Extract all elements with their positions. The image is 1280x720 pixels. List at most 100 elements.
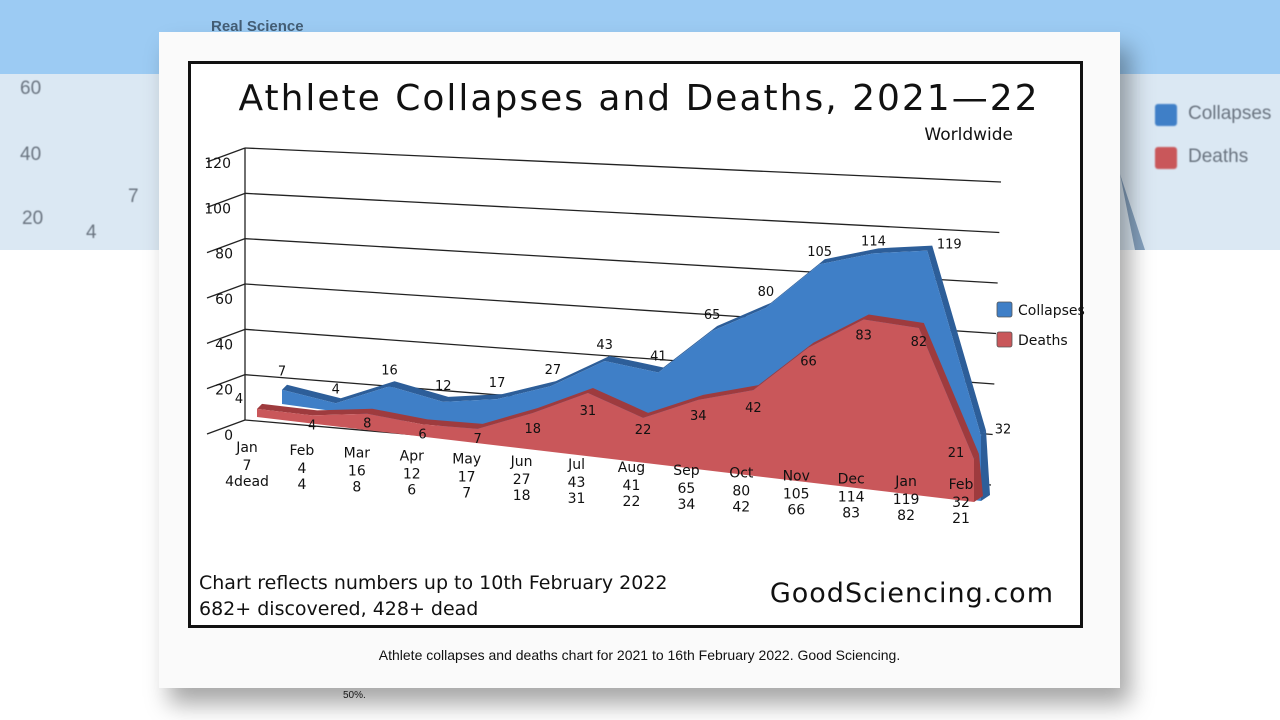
background-data-label: 4 <box>86 222 97 243</box>
table-value-collapses: 41 <box>623 478 641 494</box>
x-tick-label: Jul <box>567 457 585 473</box>
data-label-deaths: 4 <box>308 418 316 433</box>
table-value-collapses: 32 <box>952 495 970 511</box>
table-value-deaths: 8 <box>352 480 361 496</box>
table-value-deaths: 66 <box>787 502 805 518</box>
legend: Collapses Deaths <box>996 301 1085 349</box>
background-legend-swatch <box>1155 147 1177 169</box>
x-tick-label: Jan <box>894 474 917 490</box>
data-label-collapses: 4 <box>332 382 340 397</box>
x-tick-label: Dec <box>838 471 865 487</box>
table-value-collapses: 7 <box>243 458 252 474</box>
grid-line <box>244 147 1002 183</box>
brand-name: GoodSciencing.com <box>770 578 1054 609</box>
data-label-deaths: 6 <box>418 427 426 442</box>
data-label-collapses: 27 <box>545 363 562 378</box>
x-tick-label: Apr <box>400 449 424 465</box>
legend-label: Collapses <box>1018 303 1085 319</box>
background-y-tick: 40 <box>20 144 42 165</box>
table-value-collapses: 65 <box>677 481 695 497</box>
data-label-collapses: 43 <box>596 338 613 353</box>
table-value-collapses: 105 <box>783 486 810 502</box>
data-label-deaths: 8 <box>363 417 371 432</box>
data-label-deaths: 21 <box>948 446 965 461</box>
data-label-collapses: 41 <box>650 350 667 365</box>
data-label-deaths: 34 <box>690 409 707 424</box>
table-value-collapses: 12 <box>403 467 421 483</box>
table-value-deaths: 42 <box>732 500 750 516</box>
table-value-collapses: 114 <box>838 489 865 505</box>
data-label-collapses: 114 <box>861 234 886 249</box>
table-value-deaths: 4dead <box>225 474 269 490</box>
legend-label: Deaths <box>1018 333 1068 349</box>
table-value-deaths: 22 <box>623 494 641 510</box>
table-value-deaths: 18 <box>513 488 531 504</box>
grid-line <box>244 192 1000 234</box>
grid-line-side <box>206 192 246 208</box>
table-value-deaths: 6 <box>407 483 416 499</box>
y-tick-label: 40 <box>215 337 233 353</box>
series-depth-1 <box>257 314 979 460</box>
series-endcap-1 <box>974 454 983 502</box>
x-tick-label: Oct <box>729 466 754 482</box>
data-label-collapses: 80 <box>758 285 775 300</box>
y-tick-label: 120 <box>204 156 231 172</box>
data-label-deaths: 4 <box>235 392 243 407</box>
background-data-label: 7 <box>128 186 139 207</box>
x-tick-label: May <box>452 451 481 467</box>
x-tick-label: Feb <box>949 477 974 493</box>
grid-line-side <box>206 283 246 299</box>
table-value-deaths: 31 <box>568 491 586 507</box>
x-tick-label: Jan <box>235 440 258 456</box>
data-label-deaths: 22 <box>635 423 652 438</box>
data-label-collapses: 17 <box>489 376 506 391</box>
x-tick-label: Aug <box>618 460 645 476</box>
data-label-deaths: 82 <box>911 335 928 350</box>
data-label-deaths: 18 <box>524 422 541 437</box>
y-tick-label: 60 <box>215 292 233 308</box>
table-value-deaths: 82 <box>897 508 915 524</box>
data-label-deaths: 31 <box>580 404 597 419</box>
x-tick-label: Sep <box>673 463 700 479</box>
background-legend-label: Deaths <box>1188 146 1249 167</box>
table-value-collapses: 80 <box>732 484 750 500</box>
series-area-deaths <box>257 319 974 502</box>
table-value-collapses: 27 <box>513 472 531 488</box>
y-tick-label: 100 <box>204 201 231 217</box>
table-value-deaths: 7 <box>462 485 471 501</box>
legend-swatch <box>996 301 1013 318</box>
background-chart-shape <box>1120 174 1145 250</box>
table-value-deaths: 4 <box>297 477 306 493</box>
background-y-tick: 60 <box>20 78 42 99</box>
background-footnote: 50%. <box>343 690 366 701</box>
legend-swatch <box>996 331 1013 348</box>
footer-note-line2: 682+ discovered, 428+ dead <box>199 598 478 620</box>
data-label-collapses: 105 <box>807 245 832 260</box>
background-y-tick: 20 <box>22 208 44 229</box>
table-value-collapses: 119 <box>893 492 920 508</box>
chart-subtitle: Worldwide <box>924 125 1013 145</box>
table-value-collapses: 16 <box>348 464 366 480</box>
grid-line-side <box>206 374 246 390</box>
grid-line-side <box>206 147 246 163</box>
data-label-deaths: 42 <box>745 401 762 416</box>
series-endcap-0 <box>981 430 990 501</box>
data-label-collapses: 32 <box>995 423 1012 438</box>
data-label-deaths: 7 <box>473 432 481 447</box>
y-tick-label: 0 <box>224 428 233 444</box>
chart-title: Athlete Collapses and Deaths, 2021—22 <box>238 78 1039 119</box>
x-tick-label: Feb <box>290 443 315 459</box>
figure-caption: Athlete collapses and deaths chart for 2… <box>378 647 901 663</box>
x-tick-label: Jun <box>510 454 533 470</box>
table-value-deaths: 21 <box>952 511 970 527</box>
grid-line-side <box>206 238 246 254</box>
table-value-collapses: 17 <box>458 469 476 485</box>
data-label-collapses: 12 <box>435 379 452 394</box>
background-legend-label: Collapses <box>1188 103 1272 124</box>
table-value-collapses: 43 <box>568 475 586 491</box>
background-legend-swatch <box>1155 104 1177 126</box>
data-label-collapses: 7 <box>278 365 286 380</box>
grid-line-side <box>206 419 246 435</box>
